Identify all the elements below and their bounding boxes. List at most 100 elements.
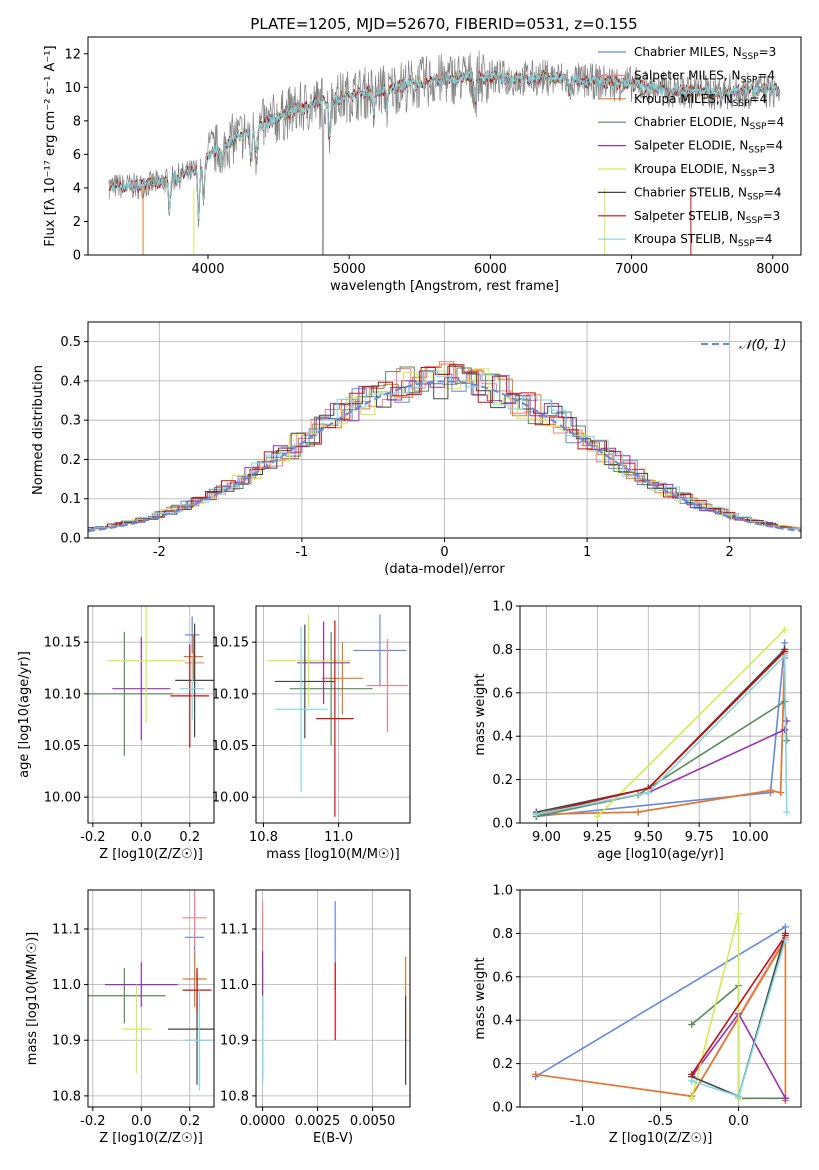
weight-marker-8 [781, 936, 789, 944]
legend-subscript: SSP [747, 192, 764, 202]
y-tick-label: 0.2 [492, 773, 513, 788]
weight-marker-8 [783, 808, 791, 816]
y-tick-label: 11.1 [52, 922, 81, 937]
x-tick-label: -1 [295, 545, 308, 560]
weight-line-7 [691, 935, 787, 1075]
y-tick-label: 0.5 [60, 335, 81, 350]
legend-subscript: SSP [741, 75, 758, 85]
weight-marker-0 [781, 639, 789, 647]
legend-normal-label: 𝒩(0, 1) [739, 338, 786, 353]
y-tick-label: 0.2 [60, 453, 81, 468]
plot-area-mass-weight-vs-age [532, 626, 791, 820]
x-axis-label: (data-model)/error [384, 562, 505, 577]
weight-line-3 [536, 700, 788, 818]
y-tick-label: 10.8 [52, 1089, 81, 1104]
axes-frame [87, 605, 215, 824]
y-tick-label: 0.0 [492, 817, 513, 832]
x-tick-label: 0.0050 [350, 1114, 396, 1129]
y-tick-label: 0.4 [492, 730, 513, 745]
weight-line-7 [536, 651, 786, 816]
x-tick-label: 9.50 [634, 830, 663, 845]
plot-area-age-vs-Z [88, 606, 214, 756]
figure-title: PLATE=1205, MJD=52670, FIBERID=0531, z=0… [250, 15, 637, 33]
legend-subscript: SSP [746, 216, 763, 226]
y-tick-label: 10.10 [212, 687, 249, 702]
x-tick-label: -0.5 [648, 1114, 673, 1129]
legend-entry-3: Chabrier ELODIE, NSSP=4 [634, 115, 784, 132]
x-tick-label: 2 [726, 545, 734, 560]
y-tick-label: 6 [73, 148, 81, 163]
y-axis-label: mass [log10(M/M☉)] [25, 932, 40, 1065]
weight-line-5 [596, 629, 786, 818]
legend-entry-5: Kroupa ELODIE, NSSP=3 [634, 162, 775, 179]
x-axis-label: E(B-V) [313, 1131, 353, 1146]
x-tick-label: 0.0 [131, 830, 152, 845]
legend-nssp: =4 [757, 68, 775, 82]
legend-nssp: =3 [757, 162, 775, 176]
legend-entry-6: Chabrier STELIB, NSSP=4 [634, 185, 782, 202]
x-axis-label: wavelength [Angstrom, rest frame] [330, 279, 559, 294]
residual-histogram-3 [88, 366, 801, 530]
legend-subscript: SSP [742, 52, 759, 62]
y-tick-label: 10.05 [212, 739, 249, 754]
panel-age-vs-Z: -0.2 0.0 0.2 10.00 10.05 10.10 10.15 Z [log10(Z… [17, 605, 215, 862]
residual-histogram-7 [88, 364, 801, 531]
legend-subscript: SSP [733, 99, 750, 109]
y-tick-label: 4 [73, 181, 81, 196]
x-tick-label: 10.8 [249, 830, 278, 845]
y-tick-label: 0.0 [60, 532, 81, 547]
legend-nssp: =4 [755, 232, 773, 246]
weight-marker-4 [783, 717, 791, 725]
legend-nssp: =4 [765, 139, 783, 153]
weight-marker-5 [735, 910, 743, 918]
x-tick-label: 5000 [333, 262, 366, 277]
x-tick-label: -0.2 [80, 1114, 105, 1129]
weight-line-5 [690, 913, 740, 1099]
y-tick-label: 0 [73, 249, 81, 264]
x-tick-label: 7000 [615, 262, 648, 277]
y-tick-label: 10.00 [44, 791, 81, 806]
y-tick-label: 12 [64, 47, 81, 62]
y-tick-label: 0.1 [60, 492, 81, 507]
y-tick-label: 10 [64, 81, 81, 96]
y-axis-label: age [log10(age/yr)] [17, 651, 32, 778]
legend-nssp: =3 [759, 45, 777, 59]
panel-age-vs-mass: 10.8 11.0 10.00 10.05 10.10 10.15 mass [log10(… [212, 605, 411, 862]
residual-histogram-6 [88, 365, 801, 530]
plot-area-mass-vs-ebv [262, 901, 407, 1085]
weight-marker-3 [783, 737, 791, 745]
legend-entry-4: Salpeter ELODIE, NSSP=4 [634, 139, 783, 156]
weight-marker-3 [688, 1021, 696, 1029]
plot-area-residuals [88, 361, 801, 533]
weight-marker-8 [688, 1077, 696, 1085]
plot-area-mass-weight-vs-Z [532, 910, 789, 1104]
y-tick-label: 10.15 [44, 636, 81, 651]
x-tick-label: 0.2 [179, 830, 200, 845]
panel-mass-weight-vs-age: 9.00 9.25 9.50 9.75 10.00 0.0 0.2 0.4 0.6 0.8 1.0 a… [473, 600, 802, 862]
axes-frame [87, 889, 215, 1108]
x-tick-label: 4000 [191, 262, 224, 277]
legend-entry-8: Kroupa STELIB, NSSP=4 [634, 232, 772, 249]
y-tick-label: 0.3 [60, 414, 81, 429]
y-tick-label: 0.4 [492, 1014, 513, 1029]
y-tick-label: 10.05 [44, 739, 81, 754]
legend-nssp: =4 [764, 185, 782, 199]
legend-entry-7: Salpeter STELIB, NSSP=3 [634, 209, 780, 226]
y-tick-label: 0.6 [492, 970, 513, 985]
y-tick-label: 0.8 [492, 927, 513, 942]
y-tick-label: 0.6 [492, 686, 513, 701]
weight-marker-7 [688, 1070, 696, 1078]
y-tick-label: 10.15 [212, 636, 249, 651]
weight-marker-8 [532, 810, 540, 818]
weight-line-1 [536, 653, 786, 816]
weight-line-0 [536, 642, 786, 818]
legend-entry-0: Chabrier MILES, NSSP=3 [634, 45, 776, 62]
weight-marker-5 [593, 812, 601, 820]
x-tick-label: 0.2 [179, 1114, 200, 1129]
axes-frame [87, 36, 802, 256]
plot-area-mass-vs-Z [88, 890, 214, 1091]
y-tick-label: 8 [73, 114, 81, 129]
y-tick-label: 11.1 [220, 922, 249, 937]
normal-reference-curve [88, 380, 801, 533]
